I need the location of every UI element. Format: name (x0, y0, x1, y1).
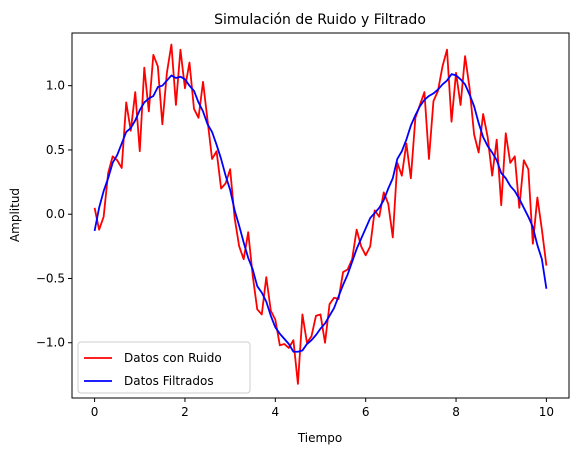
ticks-layer: 0 2 4 6 8 10 −1.0 −0.5 0.0 0.5 1.0 (36, 79, 554, 419)
y-tick-label: 0.0 (46, 207, 65, 221)
legend-label-datos-con-ruido: Datos con Ruido (124, 351, 222, 365)
x-tick-label: 2 (181, 405, 189, 419)
y-tick-label: 0.5 (46, 143, 65, 157)
legend: Datos con Ruido Datos Filtrados (77, 341, 251, 394)
legend-box (77, 341, 251, 394)
series-line-datos-filtrados (93, 73, 548, 353)
y-tick-label: 1.0 (46, 79, 65, 93)
y-axis-label: Amplitud (8, 188, 22, 242)
y-tick-label: −0.5 (36, 271, 65, 285)
plot-frame (71, 32, 570, 399)
series-layer (93, 43, 548, 385)
x-tick-label: 10 (539, 405, 554, 419)
x-tick-label: 6 (362, 405, 370, 419)
chart-title: Simulación de Ruido y Filtrado (214, 12, 426, 28)
x-tick-label: 8 (452, 405, 460, 419)
series-line-datos-con-ruido (93, 43, 548, 385)
y-tick-label: −1.0 (36, 336, 65, 350)
x-axis-label: Tiempo (297, 431, 342, 445)
x-tick-label: 0 (91, 405, 99, 419)
legend-label-datos-filtrados: Datos Filtrados (124, 374, 214, 388)
x-tick-label: 4 (271, 405, 279, 419)
